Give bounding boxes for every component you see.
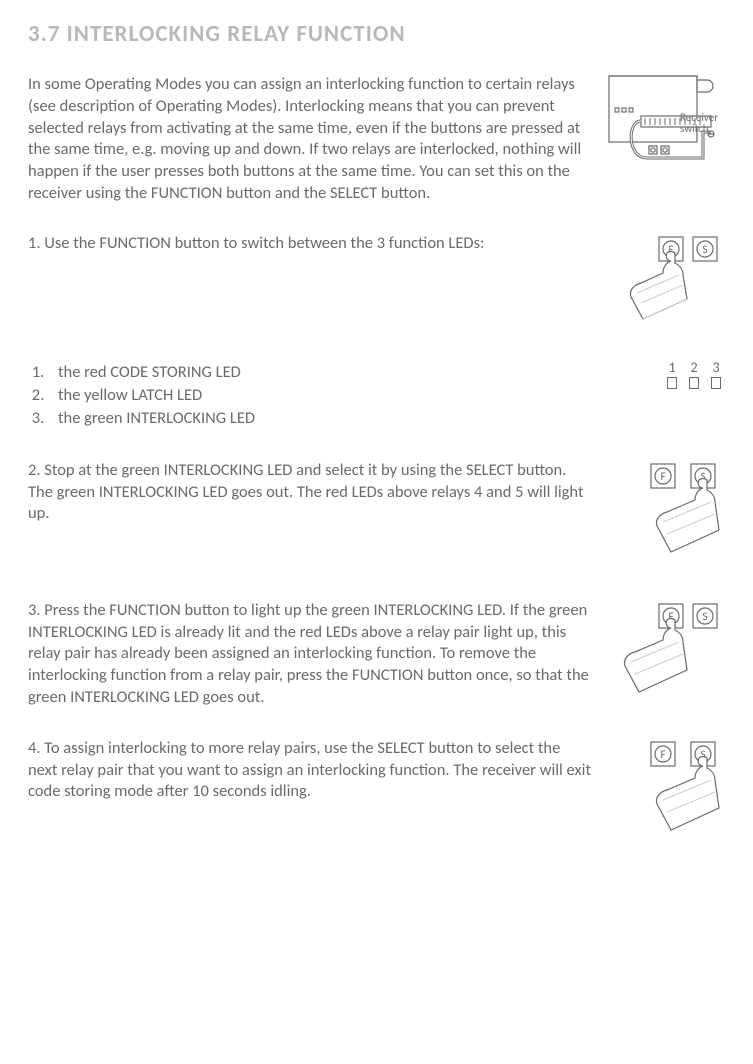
finger-press-f-figure-2: F S — [607, 600, 725, 710]
led-list-item: the red CODE STORING LED — [48, 361, 593, 384]
receiver-figure: Receiver switch — [607, 74, 725, 134]
led-list-item: the green INTERLOCKING LED — [48, 407, 593, 430]
receiver-label-line2: switch — [680, 123, 718, 134]
led-list: the red CODE STORING LED the yellow LATC… — [28, 361, 593, 430]
svg-text:F: F — [660, 470, 665, 483]
led-list-item: the yellow LATCH LED — [48, 384, 593, 407]
finger-press-f-figure: F S — [607, 233, 725, 333]
button-s-label: S — [702, 243, 707, 256]
finger-press-s-figure-2: F S — [607, 738, 725, 848]
finger-press-s-figure: F S — [607, 460, 725, 570]
led-number: 2 — [690, 361, 697, 375]
intro-paragraph: In some Operating Modes you can assign a… — [28, 74, 593, 205]
svg-text:S: S — [702, 610, 707, 623]
section-heading: 3.7 INTERLOCKING RELAY FUNCTION — [28, 20, 725, 48]
step3-text: 3. Press the FUNCTION button to light up… — [28, 600, 593, 709]
led-number: 1 — [668, 361, 675, 375]
led-number: 3 — [712, 361, 719, 375]
step1-text: 1. Use the FUNCTION button to switch bet… — [28, 233, 593, 255]
led-numbers-figure: 1 2 3 — [607, 361, 725, 389]
step2-text: 2. Stop at the green INTERLOCKING LED an… — [28, 460, 593, 525]
step4-text: 4. To assign interlocking to more relay … — [28, 738, 593, 803]
svg-text:F: F — [660, 748, 665, 761]
